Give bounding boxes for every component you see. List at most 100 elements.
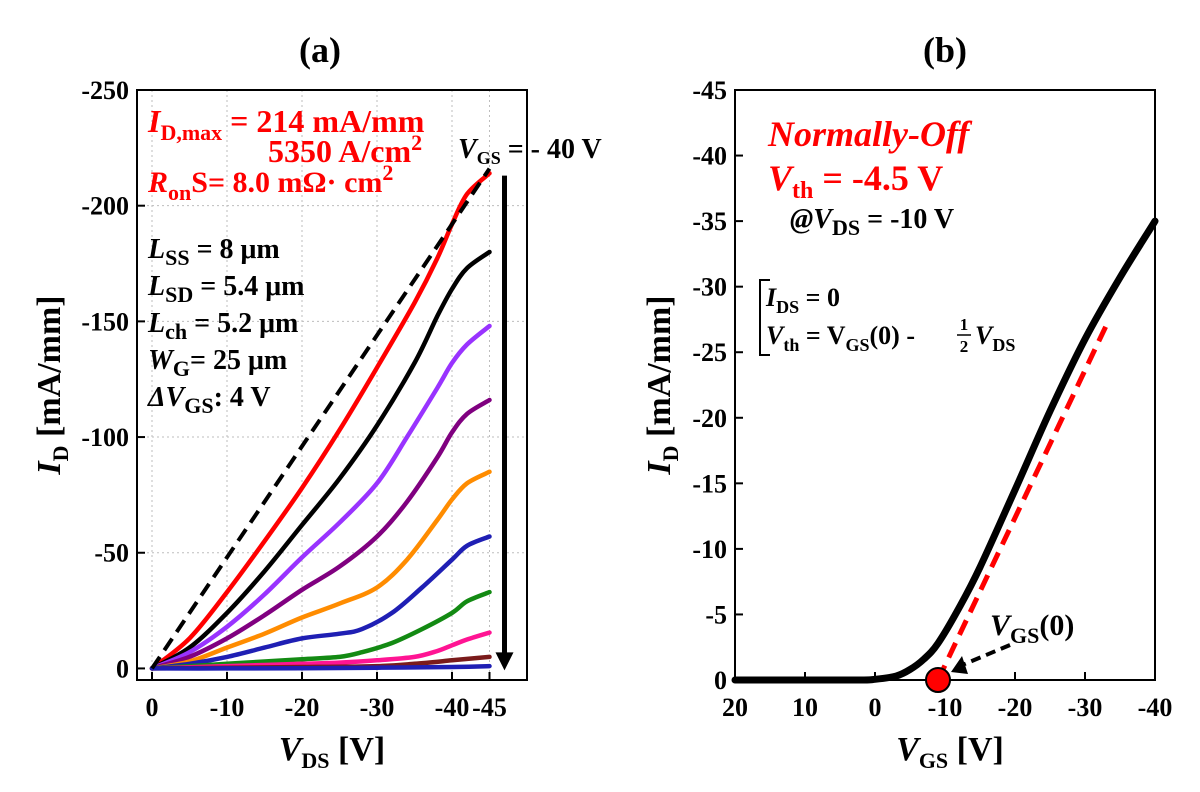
panel-a-label: (a) [299,30,341,70]
param-label: W [148,345,175,376]
eq2-label: V [766,321,786,350]
panel-b-series-1-line [731,217,1159,684]
panel-a-xlabel-unit: [V] [330,731,386,768]
eq2-fraction-denominator: 2 [960,337,969,356]
panel-a-series-3-line [149,323,492,671]
current-density-value: 5350 A/cm [268,133,411,169]
panel-a-param-5: ΔVGS: 4 V [147,382,271,418]
panel-a-arrow-head [495,652,514,671]
idmax-sub: D,max [160,120,222,145]
panel-b-x-tick-label: -30 [1068,693,1103,722]
panel-a-idmax-annotation: ID,max = 214 mA/mm [147,103,425,145]
panel-b-vgs0-label: VGS(0) [990,609,1074,648]
panel-b-xlabel-sub: GS [919,748,948,773]
param-label: L [147,234,165,265]
panel-b-y-tick-label: -30 [692,273,727,302]
panel-a-x-tick-label: -20 [285,693,320,722]
eq1-sub: DS [776,297,799,317]
vgs-sub: GS [477,148,501,168]
vgs-value: = - 40 V [501,134,602,165]
panel-b-x-axis-label: VGS [V] [896,731,1004,773]
vgs0-label: V [990,609,1013,642]
panel-a-x-ticks: 0 -10 -20 -30 -40 -45 [146,672,507,722]
current-density-sup: 2 [411,130,422,155]
panel-a-series-6-line [149,534,492,671]
vgs0-suffix: (0) [1039,609,1074,642]
panel-a-y-tick-label: -200 [81,192,129,221]
panel-a-y-tick-label: -250 [81,76,129,105]
ron-sup: 2 [382,160,393,185]
panel-a-series-4-line [149,397,492,671]
panel-a-series-5-line [149,469,492,671]
panel-a-y-tick-label: -150 [81,307,129,336]
eq2-vds-sub: DS [992,335,1015,355]
param-label: L [147,308,165,339]
at-vds-label: @V [790,204,834,235]
panel-b-x-tick-label: -40 [1138,693,1173,722]
param-value: = 5.4 μm [193,271,304,302]
param-sub: SD [165,282,193,307]
panel-a-chart: (a) 0 -10 -20 -30 -40 -45 0 -50 -100 -150 -200 -25… [31,30,602,773]
panel-b-y-tick-label: -35 [692,207,727,236]
eq2-mid-sub: GS [845,335,869,355]
panel-b-vgs0-marker [925,643,1011,693]
eq1-label: I [765,283,777,312]
panel-a-y-tick-label: -50 [94,539,129,568]
panel-b-fit-line [935,324,1109,682]
panel-a-y-axis-label: ID [mA/mm] [31,295,73,475]
panel-a-series-10-line [149,663,492,671]
panel-b-at-vds: @VDS = -10 V [790,204,954,240]
param-label: L [147,271,165,302]
panel-b-label: (b) [923,30,967,70]
param-sub: GS [184,393,213,418]
param-value: = 25 μm [190,345,287,376]
vgs0-sub: GS [1010,623,1039,648]
panel-a-param-1: LSS = 8 μm [147,234,280,270]
param-sub: SS [165,245,189,270]
panel-b-vgs0-pointer [959,643,1011,668]
panel-a-x-tick-label: -45 [472,693,507,722]
panel-b-y-tick-label: -40 [692,142,727,171]
panel-b-xlabel-unit: [V] [948,731,1004,768]
panel-b-y-axis-label: ID [mA/mm] [641,295,683,475]
idmax-label: I [147,103,162,139]
panel-b-chart: (b) 20 10 0 -10 -20 -30 -40 0 -5 -10 -15 -20 -25 -30… [641,30,1172,773]
panel-b-x-tick-label: 10 [792,693,818,722]
panel-a-param-2: LSD = 5.4 μm [147,271,304,307]
panel-b-y-tick-label: -5 [705,600,727,629]
at-vds-value: = -10 V [860,204,954,235]
param-sub: G [173,356,190,381]
eq2-vds: VDS [975,321,1015,355]
panel-a-x-axis-label: VDS [V] [279,731,386,773]
panel-b-y-ticks: 0 -5 -10 -15 -20 -25 -30 -35 -40 -45 [692,76,743,695]
panel-a-x-tick-label: -30 [360,693,395,722]
panel-a-series-2-line [149,249,492,671]
panel-b-series [731,217,1159,684]
param-value: : 4 V [214,382,271,413]
panel-a-param-3: Lch = 5.2 μm [147,308,298,344]
panel-b-ylabel-unit: [mA/mm] [641,295,678,445]
panel-b-y-tick-label: -25 [692,338,727,367]
panel-b-x-ticks: 20 10 0 -10 -20 -30 -40 [722,672,1172,722]
ron-value: S= 8.0 mΩ· cm [191,166,382,199]
panel-a-xlabel-main: V [279,731,304,768]
equation-line-2: Vth = VGS(0) - [766,321,915,355]
panel-b-y-tick-label: -45 [692,76,727,105]
panel-b-y-tick-label: 0 [714,666,727,695]
panel-b-vgs0-pointer-head [951,656,968,674]
panel-a-x-tick-label: -40 [435,693,470,722]
panel-b-ylabel-sub: D [658,446,683,462]
panel-b-x-tick-label: -10 [928,693,963,722]
panel-a-y-tick-label: 0 [116,654,129,683]
eq2-mid: = V [799,321,845,350]
eq2-tail: (0) - [870,321,915,350]
eq2-vds-label: V [975,321,995,350]
idmax-value: = 214 mA/mm [222,103,425,139]
panel-a-xlabel-sub: DS [301,748,329,773]
panel-b-y-tick-label: -20 [692,404,727,433]
panel-a-ylabel-main: I [31,460,68,476]
panel-b-vgs0-point [925,667,951,693]
panel-a-vgs-annotation: VGS = - 40 V [458,134,602,168]
